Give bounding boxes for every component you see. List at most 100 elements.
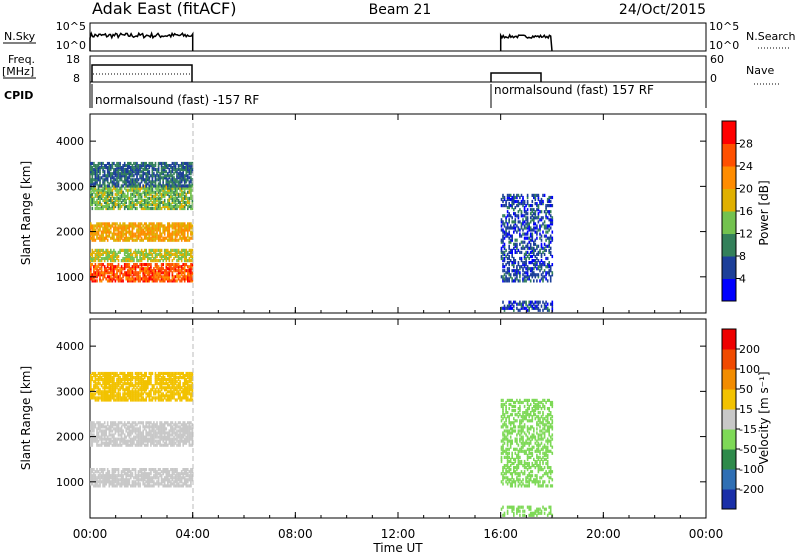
data-cell	[91, 443, 94, 447]
data-cell	[99, 250, 101, 254]
data-cell	[148, 279, 151, 283]
data-cell	[191, 236, 194, 240]
data-cell	[549, 265, 552, 269]
data-cell	[96, 269, 98, 273]
data-cell	[90, 161, 92, 166]
data-cell	[133, 234, 135, 238]
data-cell	[142, 480, 144, 484]
data-cell	[165, 437, 168, 441]
data-cell	[125, 478, 127, 482]
data-cell	[543, 246, 546, 250]
data-cell	[145, 384, 147, 388]
data-cell	[120, 248, 123, 252]
data-cell	[103, 386, 106, 390]
data-cell	[183, 392, 186, 396]
data-cell	[91, 376, 94, 380]
data-cell	[127, 275, 129, 279]
data-cell	[94, 425, 97, 429]
data-cell	[505, 275, 507, 279]
data-cell	[127, 470, 129, 474]
data-cell	[103, 204, 106, 209]
data-cell	[97, 425, 100, 429]
data-cell	[128, 378, 131, 382]
data-cell	[150, 421, 152, 425]
data-cell	[116, 190, 118, 194]
data-cell	[102, 252, 104, 256]
data-cell	[154, 186, 157, 190]
data-cell	[117, 275, 120, 279]
data-cell	[145, 277, 147, 281]
data-cell	[99, 484, 101, 488]
data-cell	[156, 263, 158, 267]
data-cell	[156, 178, 158, 182]
data-cell	[130, 472, 132, 476]
data-cell	[157, 176, 160, 180]
data-cell	[525, 259, 527, 263]
data-cell	[503, 244, 506, 248]
data-cell	[105, 252, 107, 256]
data-cell	[134, 443, 137, 447]
data-cell	[174, 374, 177, 378]
data-cell	[506, 193, 509, 197]
data-cell	[108, 476, 111, 480]
data-cell	[157, 388, 160, 392]
data-cell	[549, 277, 552, 281]
data-cell	[165, 275, 168, 279]
data-cell	[105, 441, 107, 445]
data-cell	[180, 196, 183, 200]
data-cell	[90, 482, 92, 486]
data-cell	[116, 192, 118, 196]
data-cell	[187, 250, 189, 254]
data-cell	[136, 396, 138, 400]
data-cell	[159, 441, 161, 445]
data-cell	[99, 182, 101, 186]
data-cell	[110, 433, 112, 437]
data-cell	[513, 242, 515, 246]
data-cell	[93, 371, 95, 376]
data-cell	[191, 386, 194, 390]
data-cell	[114, 259, 117, 263]
data-cell	[130, 269, 132, 273]
data-cell	[151, 168, 154, 172]
data-cell	[174, 437, 177, 441]
data-cell	[176, 234, 178, 238]
data-cell	[143, 194, 146, 198]
data-cell	[159, 374, 161, 378]
data-cell	[140, 390, 143, 394]
data-cell	[163, 192, 166, 196]
data-cell	[168, 188, 171, 192]
data-cell	[163, 174, 166, 178]
data-cell	[94, 476, 97, 480]
data-cell	[100, 376, 103, 380]
data-cell	[91, 474, 94, 478]
data-cell	[148, 226, 151, 230]
data-cell	[105, 248, 107, 252]
data-cell	[116, 170, 118, 174]
data-cell	[174, 186, 177, 190]
data-cell	[182, 206, 184, 211]
data-cell	[145, 386, 147, 390]
data-cell	[111, 376, 114, 380]
data-cell	[147, 182, 149, 186]
data-cell	[103, 250, 106, 254]
data-cell	[142, 170, 144, 174]
data-cell	[191, 277, 194, 281]
data-cell	[502, 230, 504, 234]
data-cell	[125, 388, 127, 392]
data-cell	[176, 437, 178, 441]
data-cell	[111, 279, 114, 283]
data-cell	[183, 476, 186, 480]
data-cell	[139, 238, 141, 242]
data-cell	[522, 279, 524, 283]
data-cell	[183, 232, 186, 236]
data-cell	[188, 423, 191, 427]
data-cell	[139, 425, 141, 429]
data-cell	[139, 224, 141, 228]
data-cell	[502, 300, 504, 304]
data-cell	[111, 433, 114, 437]
data-cell	[542, 246, 544, 250]
data-cell	[147, 232, 149, 236]
data-cell	[108, 279, 111, 283]
data-cell	[182, 228, 184, 232]
